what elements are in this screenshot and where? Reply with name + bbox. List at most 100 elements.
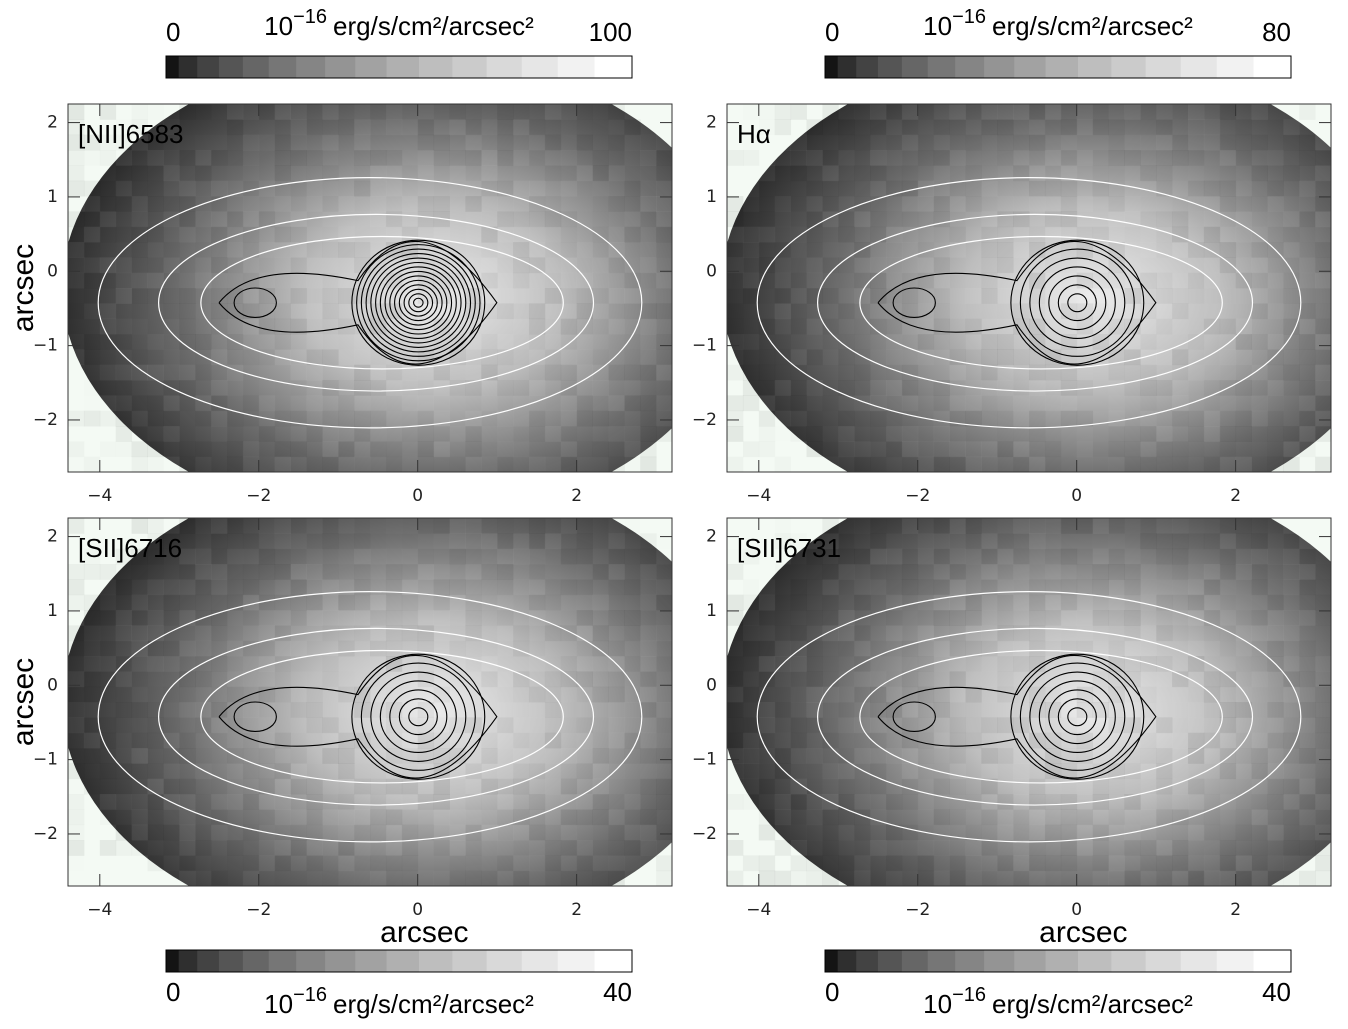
pixel-noise xyxy=(1235,855,1253,872)
pixel-noise xyxy=(100,625,116,641)
pixel-noise xyxy=(1299,119,1315,135)
pixel-noise xyxy=(402,150,418,166)
pixel-noise xyxy=(870,272,887,289)
pixel-noise xyxy=(1044,211,1062,228)
black-contour xyxy=(351,653,486,780)
pixel-noise xyxy=(131,196,148,212)
pixel-noise xyxy=(981,364,998,381)
pixel-noise xyxy=(1236,840,1252,856)
pixel-noise xyxy=(965,640,982,657)
pixel-noise xyxy=(791,702,807,718)
pixel-noise xyxy=(115,150,133,166)
pixel-noise xyxy=(179,150,196,166)
pixel-noise xyxy=(258,748,276,764)
pixel-noise xyxy=(116,717,132,733)
pixel-noise xyxy=(116,840,132,856)
pixel-noise xyxy=(242,717,260,734)
pixel-noise xyxy=(1124,717,1141,734)
pixel-noise xyxy=(68,426,84,442)
pixel-noise xyxy=(608,671,624,687)
pixel-noise xyxy=(179,870,196,886)
pixel-noise xyxy=(1029,656,1046,672)
pixel-noise xyxy=(870,365,886,381)
pixel-noise xyxy=(608,686,625,703)
pixel-noise xyxy=(1203,855,1221,872)
pixel-noise xyxy=(401,594,419,611)
pixel-noise xyxy=(933,211,951,228)
pixel-noise xyxy=(1315,702,1331,718)
pixel-noise xyxy=(211,779,227,795)
pixel-noise xyxy=(179,687,195,703)
pixel-noise xyxy=(68,457,84,473)
pixel-noise xyxy=(965,748,981,764)
pixel-noise xyxy=(791,181,807,197)
pixel-noise xyxy=(84,763,100,779)
pixel-noise xyxy=(1283,595,1299,611)
pixel-noise xyxy=(997,579,1014,596)
pixel-noise xyxy=(258,732,276,749)
pixel-noise xyxy=(528,656,546,672)
pixel-noise xyxy=(1219,180,1237,197)
pixel-noise xyxy=(901,318,919,335)
unit-text: erg/s/cm²/arcsec² xyxy=(333,11,534,41)
pixel-noise xyxy=(481,119,497,135)
pixel-noise xyxy=(1299,180,1316,197)
pixel-noise xyxy=(306,748,322,764)
pixel-noise xyxy=(83,196,101,212)
pixel-noise xyxy=(131,533,148,550)
pixel-noise xyxy=(1220,687,1236,703)
pixel-noise xyxy=(1124,549,1140,565)
pixel-noise xyxy=(291,380,307,396)
pixel-noise xyxy=(593,395,609,411)
pixel-noise xyxy=(211,687,227,703)
pixel-noise xyxy=(640,656,657,672)
pixel-noise xyxy=(791,303,807,319)
pixel-noise xyxy=(84,319,100,335)
pixel-noise xyxy=(1251,410,1268,427)
pixel-noise xyxy=(759,181,775,197)
pixel-noise xyxy=(1077,457,1093,473)
pixel-noise xyxy=(338,257,354,273)
pixel-noise xyxy=(965,594,982,611)
pixel-noise xyxy=(1219,456,1237,472)
pixel-noise xyxy=(115,288,133,304)
pixel-noise xyxy=(100,150,116,166)
pixel-noise xyxy=(870,855,886,871)
pixel-noise xyxy=(513,319,529,335)
pixel-noise xyxy=(1060,119,1078,136)
pixel-noise xyxy=(211,226,228,243)
pixel-noise xyxy=(838,257,854,273)
pixel-noise xyxy=(68,104,85,120)
pixel-noise xyxy=(791,196,807,212)
pixel-noise xyxy=(791,365,807,381)
pixel-noise xyxy=(870,349,886,365)
pixel-noise xyxy=(1219,840,1237,856)
pixel-noise xyxy=(838,380,855,396)
pixel-noise xyxy=(640,181,656,197)
pixel-noise xyxy=(593,104,609,120)
pixel-noise xyxy=(481,794,497,810)
pixel-noise xyxy=(917,456,935,472)
pixel-noise xyxy=(528,702,546,718)
pixel-noise xyxy=(608,640,625,657)
colorbar-step xyxy=(1180,950,1218,972)
pixel-noise xyxy=(1045,426,1061,442)
pixel-noise xyxy=(838,595,854,611)
pixel-noise xyxy=(306,334,323,350)
pixel-noise xyxy=(1220,825,1236,841)
pixel-noise xyxy=(656,748,672,764)
pixel-noise xyxy=(497,625,514,642)
pixel-noise xyxy=(259,165,275,181)
pixel-noise xyxy=(885,380,903,396)
pixel-noise xyxy=(1124,456,1141,472)
pixel-noise xyxy=(1124,119,1140,135)
pixel-noise xyxy=(274,134,292,151)
pixel-noise xyxy=(418,871,434,887)
pixel-noise xyxy=(1267,426,1283,442)
pixel-noise xyxy=(1140,456,1157,472)
pixel-noise xyxy=(242,395,260,412)
pixel-noise xyxy=(1220,395,1236,411)
pixel-noise xyxy=(83,732,101,749)
pixel-noise xyxy=(950,257,966,273)
pixel-noise xyxy=(386,748,402,764)
